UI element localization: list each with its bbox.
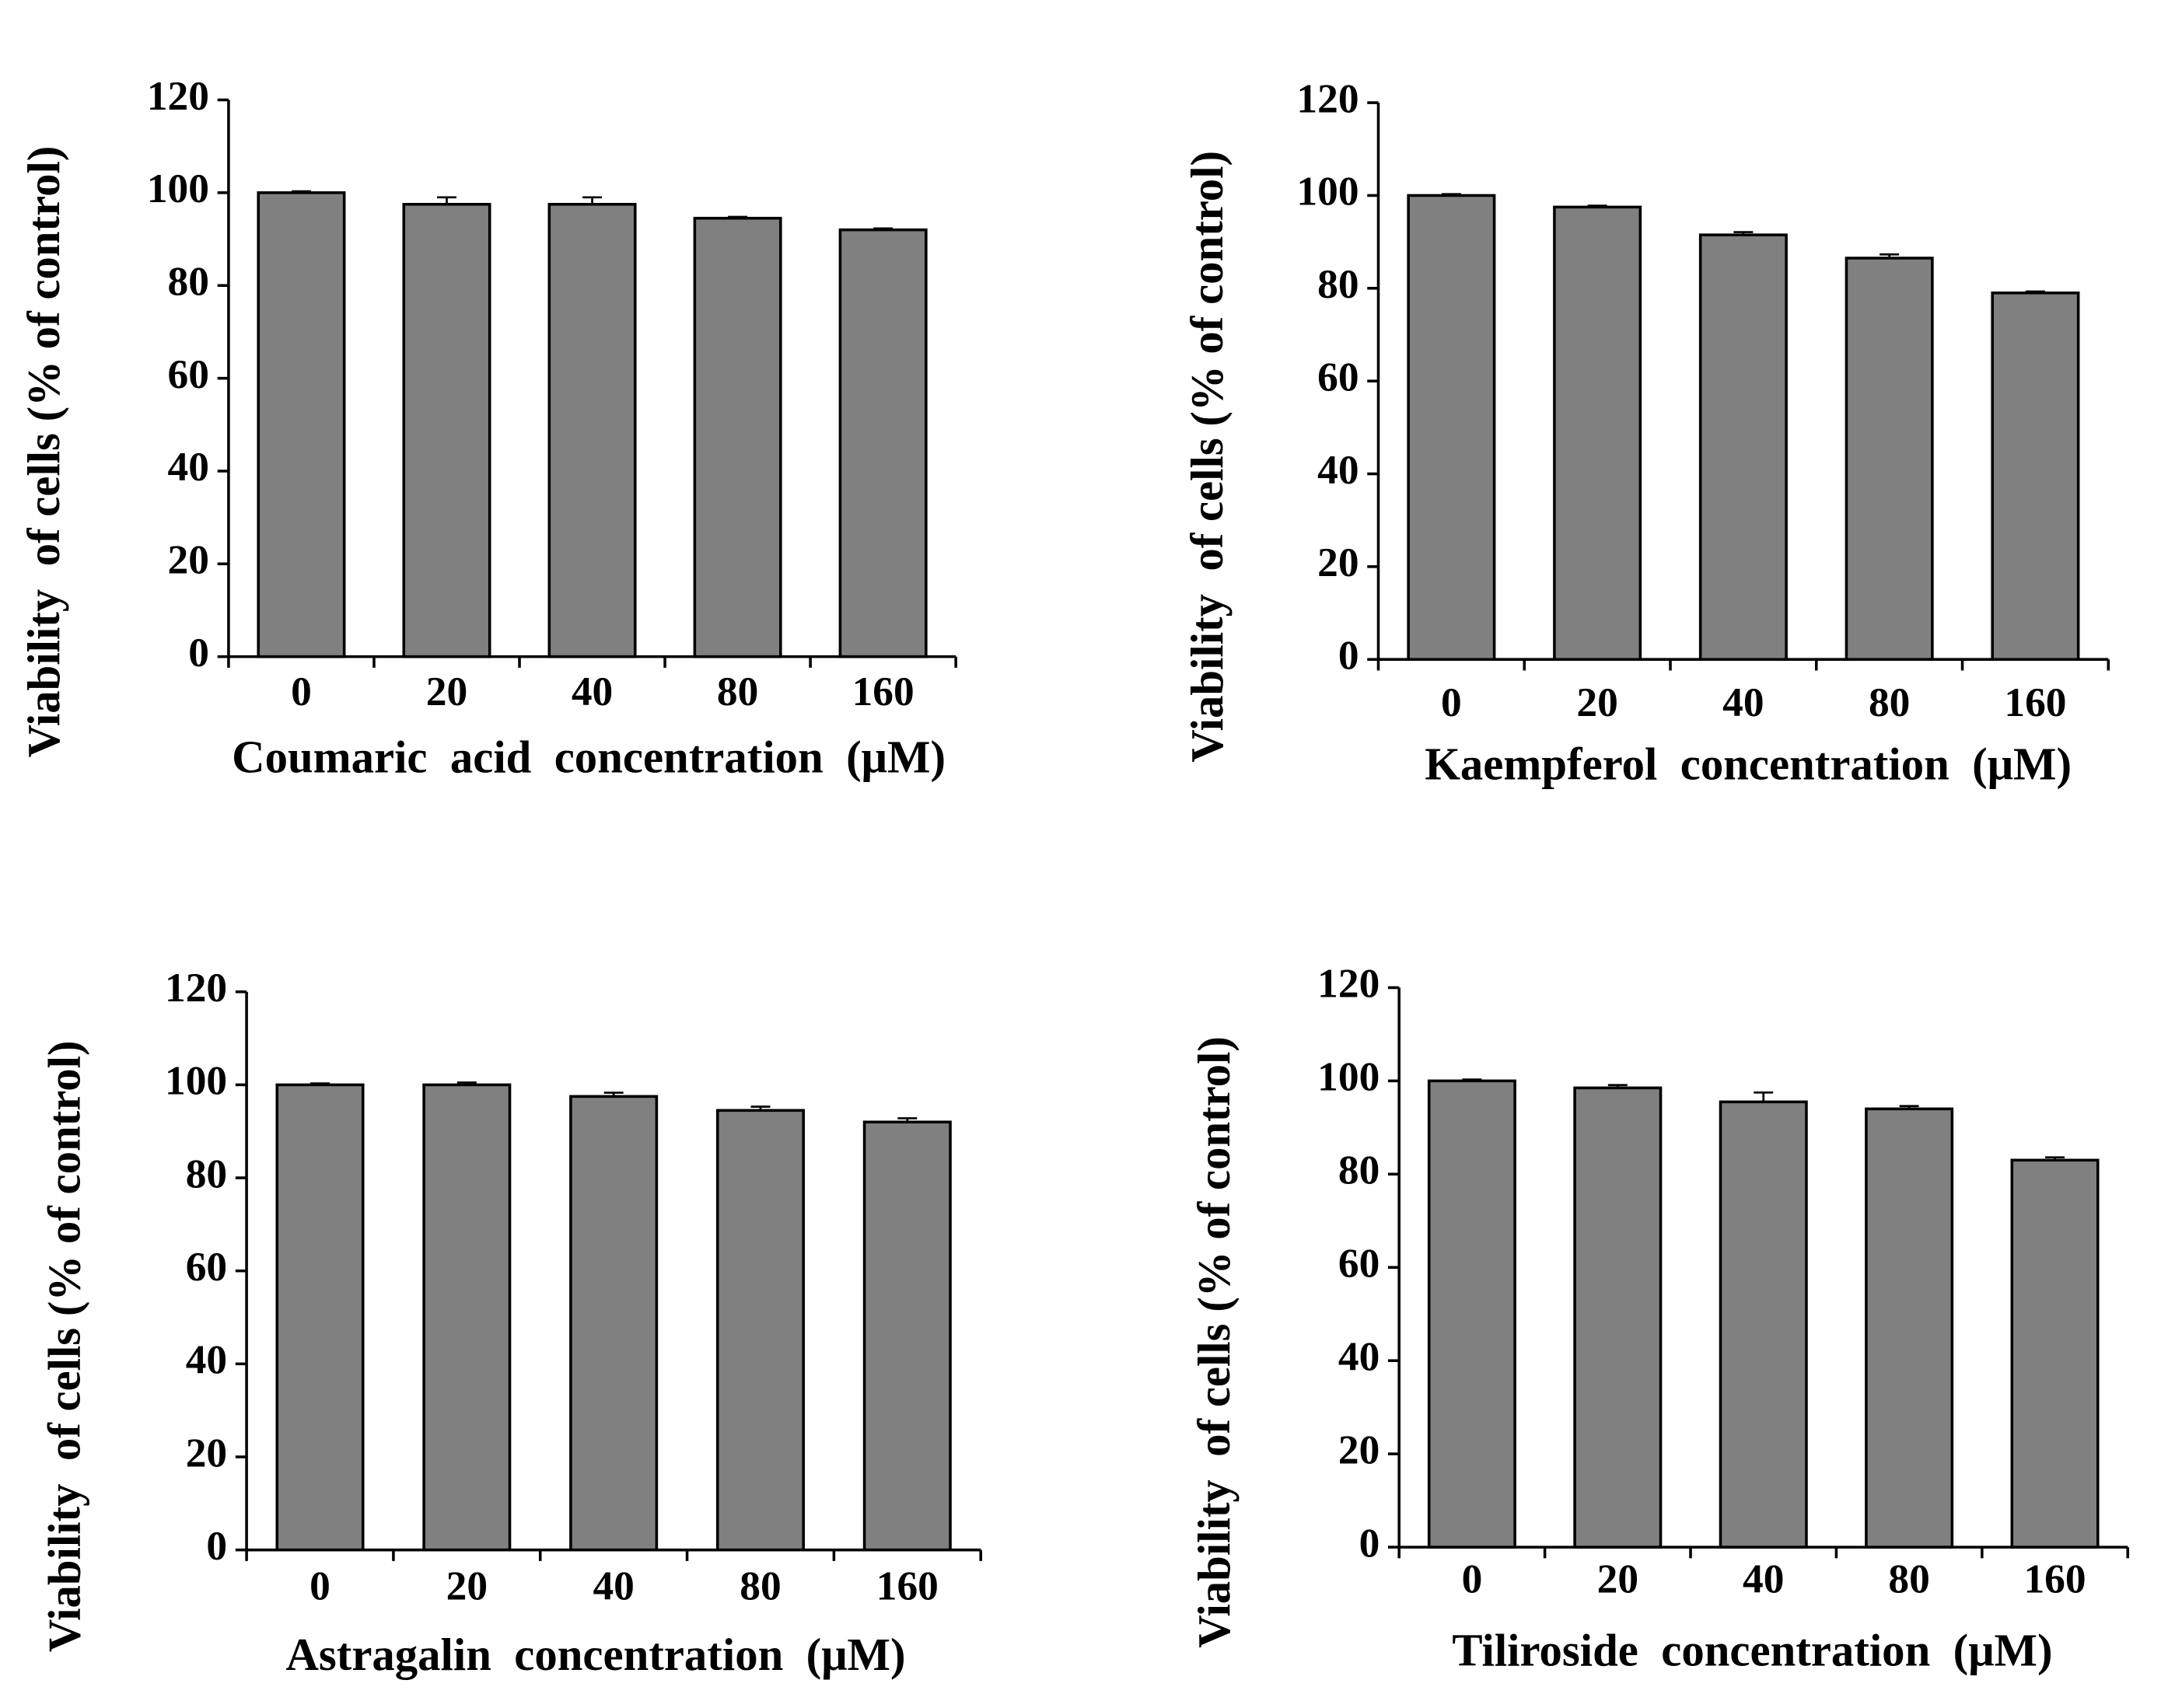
y-tick-label: 120	[1317, 960, 1379, 1007]
bar	[1407, 194, 1496, 661]
error-bar	[603, 1092, 624, 1097]
y-tick-label: 60	[1338, 1240, 1379, 1287]
x-tick-label: 20	[446, 1563, 488, 1609]
x-tick-label: 40	[593, 1563, 634, 1609]
y-tick-label: 0	[1359, 1519, 1380, 1566]
y-tick-label: 20	[1338, 1426, 1379, 1472]
y-axis-label: Viability of cells (% of control)	[1182, 151, 1233, 763]
y-tick-label: 60	[168, 351, 209, 397]
error-bar	[2025, 290, 2045, 293]
x-tick-label: 20	[1597, 1556, 1638, 1602]
y-tick-label: 40	[168, 443, 209, 490]
bar	[1719, 1100, 1808, 1549]
x-tick-label: 80	[1869, 679, 1910, 725]
error-bar	[291, 190, 311, 193]
error-bar	[728, 215, 748, 218]
error-bar	[1880, 253, 1900, 259]
x-tick-label: 0	[1441, 679, 1462, 725]
error-bar	[582, 196, 603, 204]
y-tick-label: 20	[1317, 539, 1358, 585]
x-axis-label: Astragalin concentration (μM)	[285, 1629, 905, 1680]
bar	[1845, 257, 1934, 661]
error-bar	[1441, 193, 1461, 196]
bar	[1573, 1086, 1663, 1549]
error-bar	[456, 1081, 477, 1085]
y-tick-label: 80	[1338, 1147, 1379, 1193]
bar	[1553, 205, 1642, 661]
x-tick-label: 80	[717, 668, 758, 714]
error-bar	[1462, 1078, 1482, 1081]
x-tick-label: 0	[291, 668, 312, 714]
y-tick-label: 40	[1338, 1333, 1379, 1379]
y-tick-label: 20	[168, 536, 209, 583]
bar	[838, 228, 928, 658]
bar	[2010, 1158, 2100, 1549]
y-tick-label: 120	[165, 964, 227, 1011]
error-bar	[1899, 1105, 1919, 1109]
y-tick-label: 100	[1296, 168, 1358, 215]
y-tick-label: 40	[186, 1336, 227, 1383]
y-axis-label: Viability of cells (% of control)	[1189, 1036, 1240, 1648]
bar	[862, 1120, 952, 1552]
x-tick-label: 0	[1462, 1556, 1483, 1602]
x-tick-label: 160	[852, 668, 914, 714]
x-tick-label: 40	[1743, 1556, 1784, 1602]
x-tick-label: 80	[1888, 1556, 1929, 1602]
x-tick-label: 0	[309, 1563, 330, 1609]
y-tick-label: 100	[147, 165, 209, 211]
error-bar	[437, 196, 456, 204]
error-bar	[897, 1117, 918, 1123]
y-tick-label: 60	[1317, 353, 1358, 400]
y-tick-label: 0	[206, 1522, 227, 1569]
y-tick-label: 100	[165, 1057, 227, 1104]
x-tick-label: 20	[1576, 679, 1617, 725]
bar	[693, 216, 782, 658]
error-bar	[1607, 1084, 1628, 1088]
error-bar	[1733, 231, 1754, 236]
x-tick-label: 40	[572, 668, 613, 714]
bar	[1427, 1079, 1516, 1549]
x-tick-label: 20	[426, 668, 467, 714]
x-tick-label: 40	[1722, 679, 1764, 725]
y-axis-label: Viability of cells (% of control)	[40, 1040, 90, 1652]
y-tick-label: 120	[1296, 75, 1358, 121]
error-bar	[1754, 1092, 1774, 1102]
error-bar	[1587, 204, 1607, 208]
y-axis-label: Viability of cells (% of control)	[19, 146, 69, 758]
x-tick-label: 160	[2023, 1556, 2086, 1602]
bar	[1865, 1107, 1954, 1549]
y-tick-label: 40	[1317, 446, 1358, 493]
y-tick-label: 80	[1317, 260, 1358, 307]
bar	[422, 1083, 512, 1552]
error-bar	[873, 227, 893, 230]
x-tick-label: 160	[2004, 679, 2066, 725]
y-tick-label: 80	[168, 257, 209, 304]
error-bar	[2045, 1156, 2065, 1161]
error-bar	[750, 1105, 771, 1111]
bar	[715, 1109, 805, 1552]
x-tick-label: 80	[740, 1563, 781, 1609]
bar	[257, 191, 346, 658]
y-tick-label: 0	[188, 629, 209, 676]
y-tick-label: 20	[186, 1429, 227, 1476]
bar	[1991, 291, 2080, 661]
y-tick-label: 80	[186, 1150, 227, 1196]
error-bar	[310, 1082, 330, 1085]
y-tick-label: 0	[1338, 631, 1359, 678]
x-axis-label: Kaempferol concentration (μM)	[1425, 739, 2072, 789]
bar	[1698, 233, 1788, 661]
bar	[569, 1095, 659, 1552]
x-tick-label: 160	[876, 1563, 939, 1609]
y-tick-label: 120	[147, 72, 209, 119]
x-axis-label: Tiliroside concentration (μM)	[1452, 1626, 2052, 1676]
x-axis-label: Coumaric acid concentration (μM)	[232, 732, 946, 783]
y-tick-label: 100	[1317, 1053, 1379, 1100]
bar	[275, 1083, 365, 1552]
y-tick-label: 60	[186, 1243, 227, 1290]
bar	[547, 203, 637, 658]
bar	[402, 203, 491, 658]
